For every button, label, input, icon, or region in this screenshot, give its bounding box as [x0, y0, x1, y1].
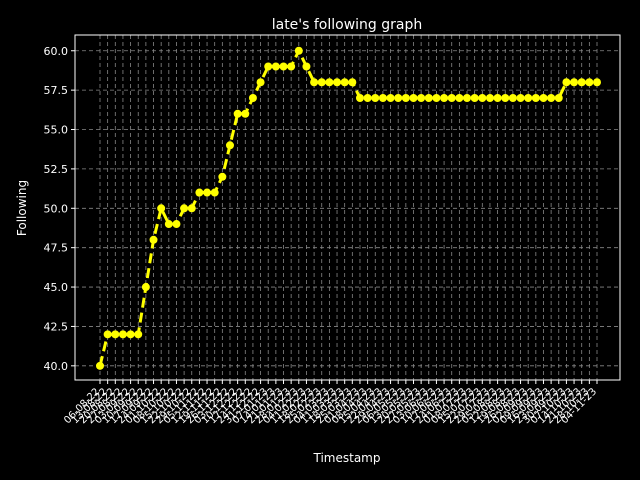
marker [233, 109, 242, 118]
marker [554, 94, 563, 103]
marker [585, 78, 594, 87]
marker [417, 94, 426, 103]
marker [195, 188, 204, 197]
marker [264, 62, 273, 71]
marker [363, 94, 372, 103]
marker [547, 94, 556, 103]
marker [149, 235, 158, 244]
marker [203, 188, 212, 197]
marker [340, 78, 349, 87]
marker [157, 204, 166, 213]
y-tick-label: 45.0 [44, 281, 69, 294]
marker [225, 141, 234, 150]
marker [187, 204, 196, 213]
y-tick-label: 47.5 [44, 242, 69, 255]
marker [355, 94, 364, 103]
marker [440, 94, 449, 103]
marker [302, 62, 311, 71]
marker [126, 330, 135, 339]
marker [348, 78, 357, 87]
x-axis-label: Timestamp [313, 451, 381, 465]
marker [279, 62, 288, 71]
marker [409, 94, 418, 103]
marker [570, 78, 579, 87]
y-tick-label: 57.5 [44, 84, 69, 97]
marker [333, 78, 342, 87]
marker [394, 94, 403, 103]
marker [378, 94, 387, 103]
y-tick-label: 40.0 [44, 360, 69, 373]
grid [75, 35, 620, 380]
y-tick-label: 52.5 [44, 163, 69, 176]
marker [180, 204, 189, 213]
y-tick-label: 50.0 [44, 202, 69, 215]
marker [447, 94, 456, 103]
marker [164, 220, 173, 229]
marker [96, 361, 104, 370]
marker [463, 94, 472, 103]
marker [218, 172, 227, 181]
marker [524, 94, 533, 103]
marker [508, 94, 517, 103]
marker [470, 94, 479, 103]
marker [172, 220, 181, 229]
plot-frame [74, 34, 621, 381]
y-tick-label: 60.0 [44, 45, 69, 58]
marker [325, 78, 334, 87]
marker [111, 330, 120, 339]
marker [317, 78, 326, 87]
marker [287, 62, 296, 71]
marker [401, 94, 410, 103]
marker [386, 94, 395, 103]
marker [593, 78, 601, 87]
marker [455, 94, 464, 103]
y-axis-label: Following [15, 180, 29, 236]
marker [310, 78, 319, 87]
marker [210, 188, 219, 197]
marker [539, 94, 548, 103]
marker [371, 94, 380, 103]
marker [432, 94, 441, 103]
marker [485, 94, 494, 103]
marker [241, 109, 250, 118]
marker [103, 330, 112, 339]
marker [256, 78, 265, 87]
y-tick-label: 55.0 [44, 124, 69, 137]
marker [271, 62, 280, 71]
y-tick-label: 42.5 [44, 320, 69, 333]
marker [516, 94, 525, 103]
marker [478, 94, 487, 103]
marker [248, 94, 257, 103]
marker [501, 94, 510, 103]
marker [531, 94, 540, 103]
plot [96, 46, 601, 370]
marker [493, 94, 502, 103]
marker [141, 283, 150, 292]
marker [134, 330, 143, 339]
marker [424, 94, 433, 103]
marker [577, 78, 586, 87]
chart-title: late's following graph [272, 17, 423, 33]
marker [118, 330, 127, 339]
marker [294, 46, 303, 55]
marker [562, 78, 571, 87]
